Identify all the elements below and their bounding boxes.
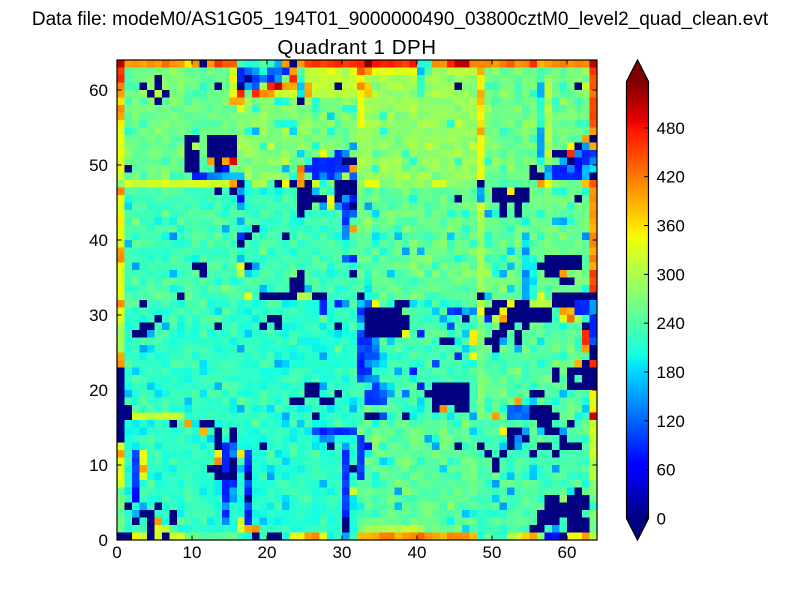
svg-text:240: 240 [657,314,685,333]
svg-text:10: 10 [89,456,108,475]
svg-text:300: 300 [657,265,685,284]
svg-text:360: 360 [657,217,685,236]
svg-text:50: 50 [483,543,502,562]
svg-text:Quadrant 1 DPH: Quadrant 1 DPH [277,36,436,59]
svg-text:180: 180 [657,363,685,382]
svg-text:60: 60 [558,543,577,562]
svg-text:20: 20 [258,543,277,562]
svg-text:Data file: modeM0/AS1G05_194T0: Data file: modeM0/AS1G05_194T01_90000004… [32,9,769,30]
svg-text:40: 40 [89,231,108,250]
svg-text:120: 120 [657,412,685,431]
svg-text:480: 480 [657,119,685,138]
svg-text:0: 0 [657,510,666,529]
svg-text:10: 10 [183,543,202,562]
svg-text:60: 60 [89,81,108,100]
svg-text:0: 0 [99,531,108,550]
svg-text:420: 420 [657,168,685,187]
svg-text:30: 30 [333,543,352,562]
svg-text:40: 40 [408,543,427,562]
svg-text:30: 30 [89,306,108,325]
svg-text:20: 20 [89,381,108,400]
svg-text:60: 60 [657,461,676,480]
svg-text:50: 50 [89,156,108,175]
svg-text:0: 0 [112,543,121,562]
